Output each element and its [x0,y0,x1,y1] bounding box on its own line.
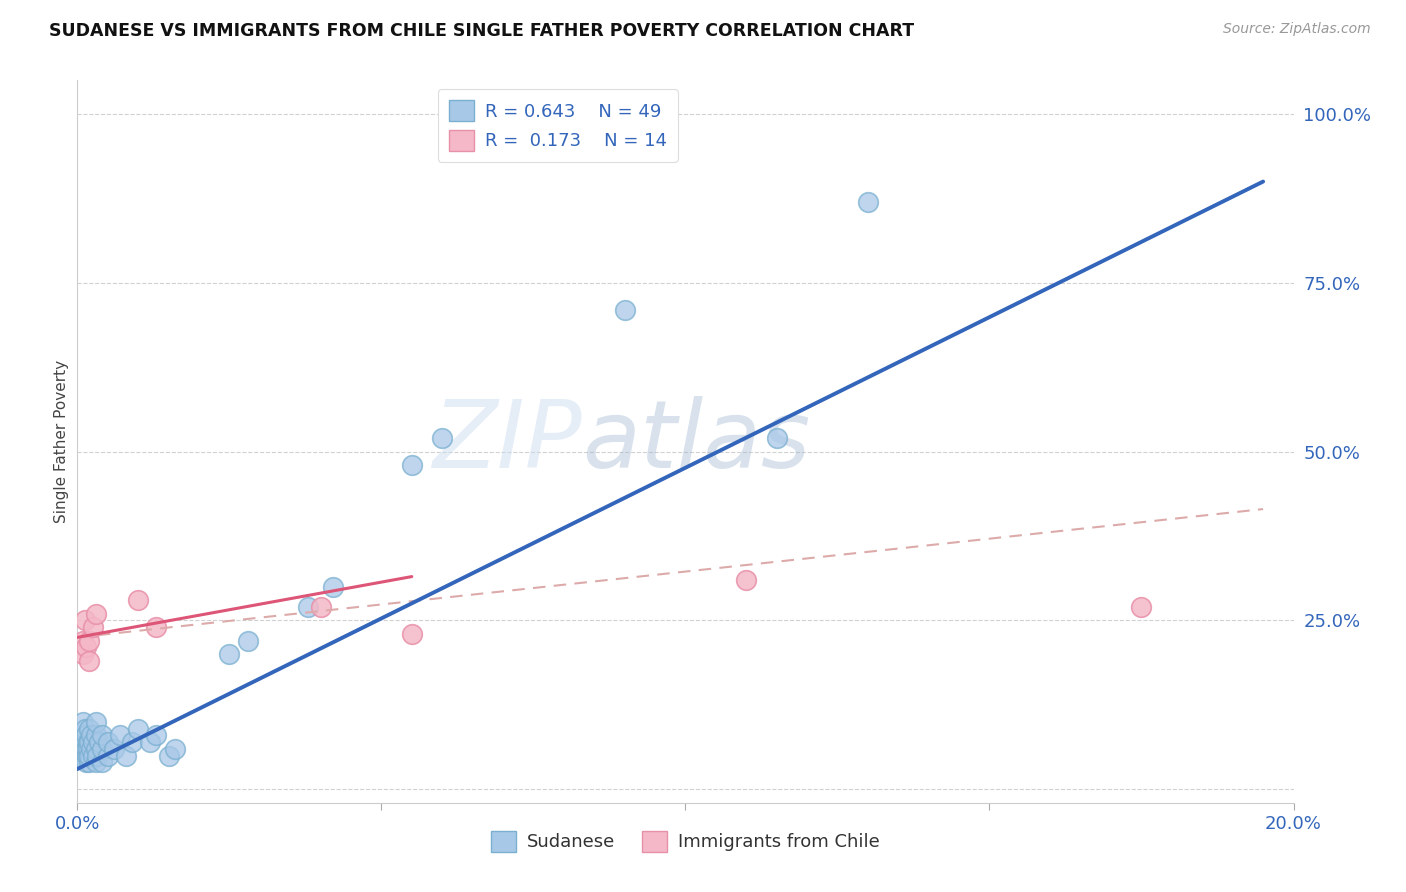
Point [103,741,125,756]
Y-axis label: Single Father Poverty: Single Father Poverty [53,360,69,523]
Point [401,458,423,472]
Point [108,728,131,742]
Point [309,599,332,614]
Point [97,735,120,749]
Point [297,599,319,614]
Point [87,735,110,749]
Point [72,647,94,661]
Point [72,741,94,756]
Point [73,735,96,749]
Point [84,607,107,621]
Point [139,735,162,749]
Point [218,647,240,661]
Point [84,756,107,770]
Point [86,748,108,763]
Point [75,722,97,736]
Text: Source: ZipAtlas.com: Source: ZipAtlas.com [1223,22,1371,37]
Point [84,728,107,742]
Point [70,748,93,763]
Point [79,735,101,749]
Point [75,728,97,742]
Point [75,640,97,655]
Point [76,748,98,763]
Point [90,728,112,742]
Point [76,735,98,749]
Point [84,741,107,756]
Point [79,654,101,668]
Text: atlas: atlas [582,396,810,487]
Point [430,431,453,445]
Point [90,756,112,770]
Point [90,741,112,756]
Text: SUDANESE VS IMMIGRANTS FROM CHILE SINGLE FATHER POVERTY CORRELATION CHART: SUDANESE VS IMMIGRANTS FROM CHILE SINGLE… [49,22,914,40]
Point [79,722,101,736]
Point [765,431,787,445]
Point [613,302,636,317]
Point [127,722,149,736]
Point [80,728,103,742]
Point [75,741,97,756]
Point [82,748,104,763]
Text: ZIP: ZIP [433,396,582,487]
Point [79,748,101,763]
Point [79,633,101,648]
Point [75,756,97,770]
Point [145,620,167,634]
Point [735,573,758,587]
Point [82,735,104,749]
Point [84,714,107,729]
Point [77,741,100,756]
Point [79,756,101,770]
Point [97,748,120,763]
Point [236,633,259,648]
Point [72,728,94,742]
Point [72,714,94,729]
Point [157,748,180,763]
Point [856,194,879,209]
Point [73,614,96,628]
Legend: Sudanese, Immigrants from Chile: Sudanese, Immigrants from Chile [484,823,887,859]
Point [127,593,149,607]
Point [80,741,103,756]
Point [72,633,94,648]
Point [322,580,344,594]
Point [121,735,143,749]
Point [1130,599,1153,614]
Point [145,728,167,742]
Point [401,627,423,641]
Point [115,748,138,763]
Point [163,741,186,756]
Point [82,620,104,634]
